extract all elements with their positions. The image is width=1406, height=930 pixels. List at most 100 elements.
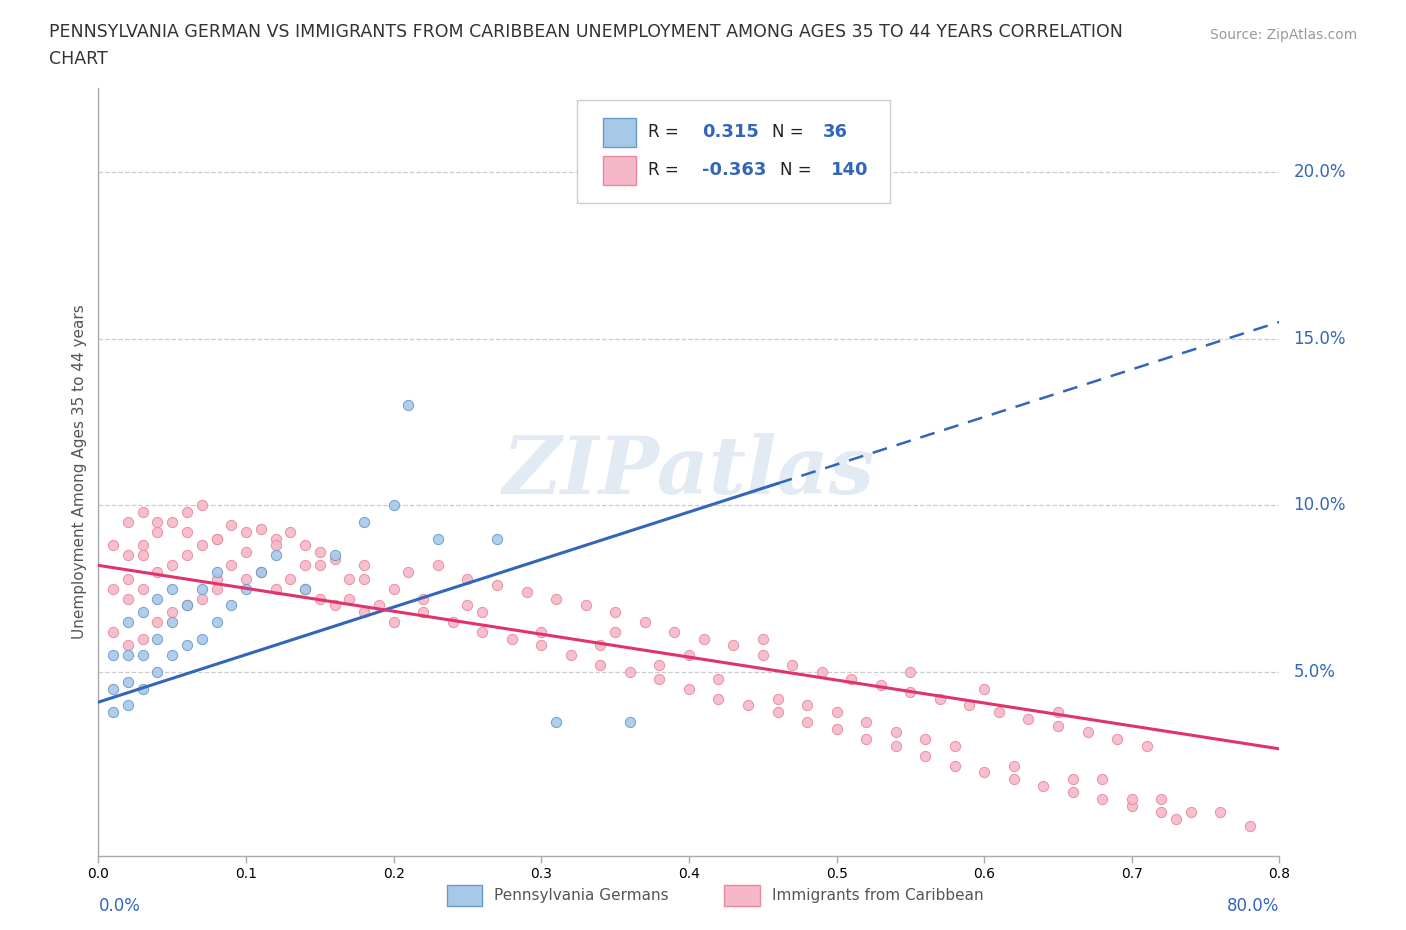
Point (841, 671, 863, 686)
Point (146, 615, 169, 630)
Text: ZIPatlas: ZIPatlas (503, 433, 875, 511)
Point (471, 604, 494, 619)
Y-axis label: Unemployment Among Ages 35 to 44 years: Unemployment Among Ages 35 to 44 years (72, 305, 87, 639)
Point (221, 518, 243, 533)
Point (412, 604, 434, 619)
Point (205, 565, 228, 579)
Point (162, 581, 183, 596)
Point (117, 648, 139, 663)
Point (280, 571, 302, 586)
Point (176, 505, 198, 520)
Point (353, 604, 375, 619)
Point (575, 174, 598, 189)
Point (132, 648, 155, 663)
Point (973, 764, 995, 779)
Text: Source: ZipAtlas.com: Source: ZipAtlas.com (1209, 28, 1357, 42)
Point (471, 625, 494, 640)
Point (103, 538, 125, 552)
Point (1150, 804, 1173, 819)
Point (294, 581, 316, 596)
Point (693, 631, 716, 646)
Point (678, 648, 700, 663)
Point (264, 538, 287, 552)
Point (176, 638, 198, 653)
Point (501, 631, 523, 646)
Point (205, 615, 228, 630)
Point (117, 514, 139, 529)
Point (530, 638, 553, 653)
Point (1091, 772, 1114, 787)
Point (235, 545, 257, 560)
Point (368, 598, 391, 613)
Point (294, 558, 316, 573)
Point (323, 598, 346, 613)
Point (264, 548, 287, 563)
Point (1046, 705, 1070, 720)
Point (264, 581, 287, 596)
Text: 10.0%: 10.0% (1294, 497, 1346, 514)
Point (1166, 812, 1188, 827)
Point (707, 691, 730, 706)
Point (914, 748, 936, 763)
Point (382, 615, 405, 630)
Point (988, 705, 1011, 720)
Point (1091, 791, 1114, 806)
Point (162, 558, 183, 573)
Point (103, 682, 125, 697)
Point (782, 658, 804, 673)
Point (619, 715, 641, 730)
Point (146, 514, 169, 529)
Point (486, 531, 509, 546)
Point (235, 571, 257, 586)
Point (752, 648, 775, 663)
Point (1239, 818, 1261, 833)
Point (132, 505, 155, 520)
Text: 20.0%: 20.0% (1294, 163, 1346, 180)
Point (132, 548, 155, 563)
Point (132, 604, 155, 619)
Point (959, 698, 981, 713)
Point (752, 631, 775, 646)
Point (117, 638, 139, 653)
Point (546, 715, 568, 730)
Point (1121, 798, 1143, 813)
Point (1002, 772, 1025, 787)
Text: Pennsylvania Germans: Pennsylvania Germans (494, 888, 669, 903)
Point (162, 648, 183, 663)
Point (634, 615, 657, 630)
Point (132, 631, 155, 646)
Point (723, 638, 745, 653)
Point (117, 548, 139, 563)
Point (205, 581, 228, 596)
Point (146, 631, 169, 646)
Point (1002, 758, 1025, 773)
Point (353, 558, 375, 573)
Point (191, 498, 214, 512)
Point (323, 548, 346, 563)
Point (486, 578, 509, 592)
Point (103, 581, 125, 596)
Point (855, 715, 877, 730)
Point (382, 581, 405, 596)
Text: R =: R = (648, 162, 683, 179)
Point (1136, 738, 1159, 753)
Point (309, 545, 332, 560)
Point (146, 591, 169, 606)
Point (280, 525, 302, 539)
Point (191, 538, 214, 552)
Point (205, 531, 228, 546)
Bar (603, 156, 636, 185)
Point (884, 738, 907, 753)
Point (929, 691, 952, 706)
Point (205, 531, 228, 546)
Bar (447, 884, 482, 906)
Point (339, 571, 361, 586)
Point (132, 581, 155, 596)
Point (766, 691, 789, 706)
Point (605, 604, 627, 619)
Point (103, 625, 125, 640)
FancyBboxPatch shape (576, 100, 890, 204)
Point (1209, 804, 1232, 819)
Point (235, 581, 257, 596)
Point (870, 678, 893, 693)
